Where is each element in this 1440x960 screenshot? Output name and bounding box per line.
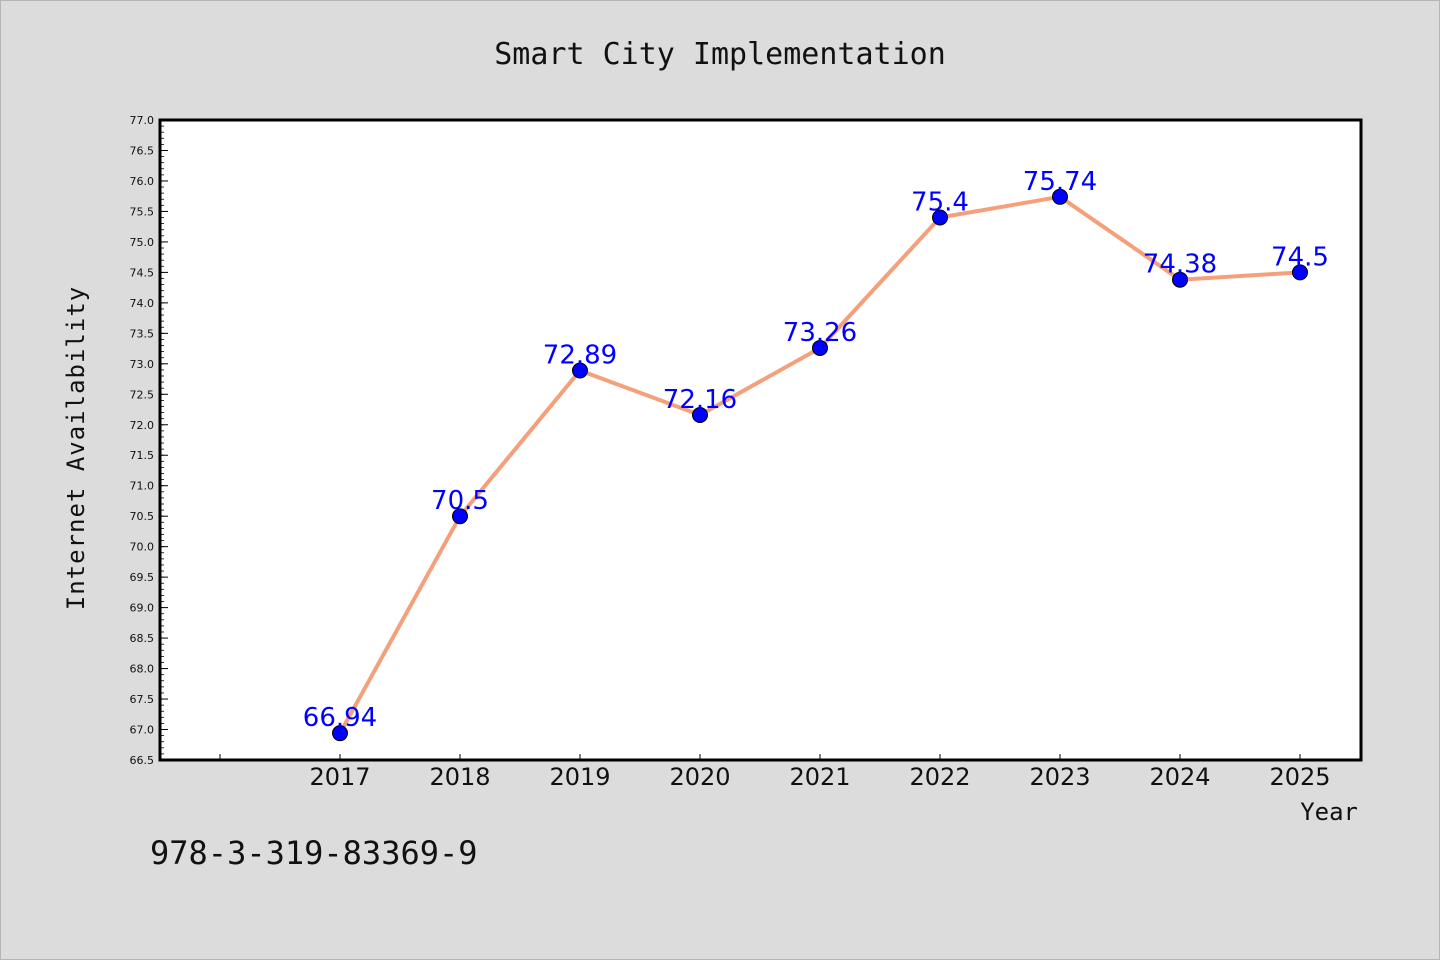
x-tick-label: 2025 xyxy=(1269,763,1330,791)
y-axis-label: Internet Availability xyxy=(62,286,90,610)
data-label: 66.94 xyxy=(303,703,377,733)
y-tick-label: 75.0 xyxy=(130,236,155,249)
y-tick-label: 69.5 xyxy=(130,571,155,584)
data-point xyxy=(572,362,588,379)
y-tick-label: 67.5 xyxy=(130,693,155,706)
y-tick-label: 77.0 xyxy=(130,114,155,127)
data-label: 75.74 xyxy=(1023,167,1097,197)
y-axis-ticks: 66.5 67.0 67.5 68.0 68.5 69.0 69.5 70.0 70.5 71.0… xyxy=(130,114,168,767)
x-tick-label: 2017 xyxy=(309,763,370,791)
x-tick-label: 2024 xyxy=(1149,763,1210,791)
data-point xyxy=(1172,271,1188,288)
x-tick-label: 2021 xyxy=(789,763,850,791)
data-label: 72.16 xyxy=(663,385,737,415)
data-point xyxy=(332,725,348,742)
y-tick-label: 69.0 xyxy=(130,602,155,615)
y-tick-label: 68.5 xyxy=(130,632,155,645)
x-tick-label: 2023 xyxy=(1029,763,1090,791)
data-label: 75.4 xyxy=(911,188,969,218)
plot-frame xyxy=(158,118,1363,762)
y-tick-label: 67.0 xyxy=(130,724,155,737)
y-tick-label: 72.0 xyxy=(130,419,155,432)
y-tick-label: 71.5 xyxy=(130,449,155,462)
y-tick-label: 66.5 xyxy=(130,754,155,767)
data-label: 73.26 xyxy=(783,318,857,348)
data-point xyxy=(452,508,468,525)
data-label: 74.5 xyxy=(1271,242,1329,272)
y-tick-label: 73.5 xyxy=(130,327,155,340)
data-point xyxy=(692,407,708,424)
y-tick-label: 74.5 xyxy=(130,266,155,279)
x-tick-label: 2018 xyxy=(429,763,490,791)
y-tick-label: 76.0 xyxy=(130,175,155,188)
footnote-isbn: 978-3-319-83369-9 xyxy=(150,834,478,872)
x-tick-label: 2020 xyxy=(669,763,730,791)
chart-title: Smart City Implementation xyxy=(494,37,946,72)
series-markers xyxy=(332,188,1308,742)
data-point xyxy=(1052,188,1068,205)
y-tick-label: 73.0 xyxy=(130,358,155,371)
y-tick-label: 74.0 xyxy=(130,297,155,310)
y-tick-label: 75.5 xyxy=(130,205,155,218)
y-tick-label: 72.5 xyxy=(130,388,155,401)
data-label: 72.89 xyxy=(543,341,617,371)
x-tick-label: 2019 xyxy=(549,763,610,791)
y-tick-label: 70.5 xyxy=(130,510,155,523)
x-axis-ticks: 2017 2018 2019 2020 2021 2022 2023 2024 2025 xyxy=(219,754,1331,791)
plot-area xyxy=(160,120,1361,760)
data-label: 74.38 xyxy=(1143,250,1217,280)
data-point xyxy=(932,209,948,226)
y-tick-label: 70.0 xyxy=(130,541,155,554)
x-axis-label: Year xyxy=(1300,798,1358,826)
y-tick-label: 76.5 xyxy=(130,144,155,157)
y-tick-label: 68.0 xyxy=(130,663,155,676)
data-point xyxy=(812,339,828,356)
data-labels: 66.94 70.5 72.89 72.16 73.26 75.4 75.74 74.38 74… xyxy=(303,167,1329,733)
y-tick-label: 71.0 xyxy=(130,480,155,493)
data-label: 70.5 xyxy=(431,486,489,516)
x-tick-label: 2022 xyxy=(909,763,970,791)
data-point xyxy=(1292,264,1308,281)
